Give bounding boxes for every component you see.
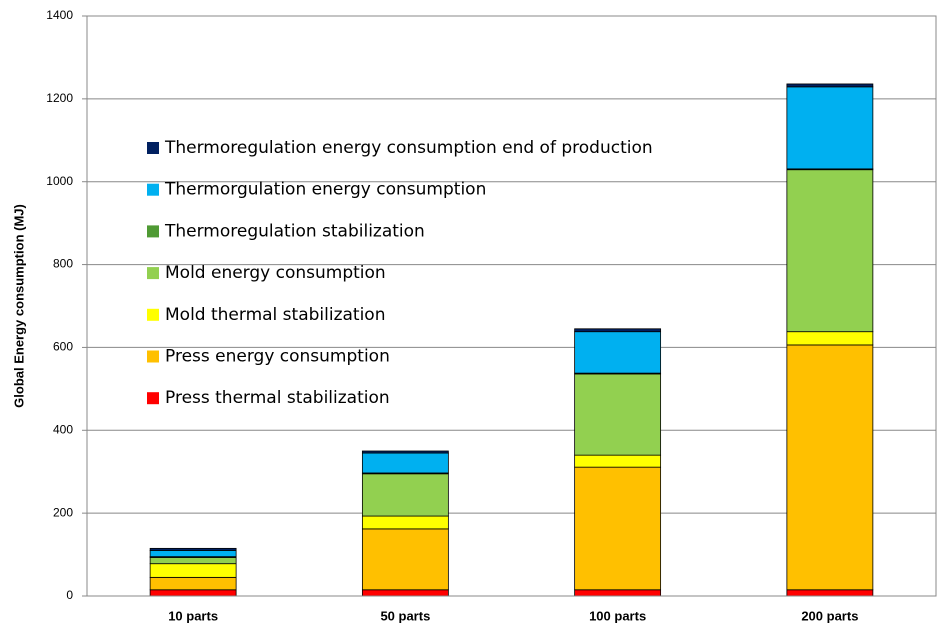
legend-swatch xyxy=(147,350,159,363)
bar-segment xyxy=(786,331,874,346)
legend-label: Press energy consumption xyxy=(165,347,390,367)
bar-segment xyxy=(574,328,662,333)
bar-segment xyxy=(361,528,449,591)
y-tick-label: 400 xyxy=(53,422,73,436)
legend-swatch xyxy=(147,267,159,280)
legend-label: Press thermal stabilization xyxy=(165,388,390,408)
y-tick-label: 800 xyxy=(53,257,73,271)
bar-segment xyxy=(574,466,662,591)
x-tick-label: 100 parts xyxy=(589,608,646,623)
bar-segment xyxy=(574,454,662,468)
legend-swatch xyxy=(147,225,159,238)
bar-segment xyxy=(361,589,449,597)
bar-segment xyxy=(786,344,874,591)
bar-segment xyxy=(786,86,874,170)
y-tick-label: 0 xyxy=(66,588,73,602)
bar-segment xyxy=(786,169,874,333)
bar-segment xyxy=(149,557,237,565)
bar-segment xyxy=(574,331,662,374)
bar-segment xyxy=(361,473,449,517)
bar-segment xyxy=(786,83,874,88)
legend-label: Mold energy consumption xyxy=(165,263,386,283)
legend-label: Mold thermal stabilization xyxy=(165,305,386,325)
y-axis-label: Global Energy consumption (MJ) xyxy=(11,204,26,408)
bar-segment xyxy=(574,589,662,597)
legend-label: Thermoregulation stabilization xyxy=(164,221,425,241)
bar-segment xyxy=(786,589,874,597)
bar-segment xyxy=(149,589,237,597)
bar-segment xyxy=(361,452,449,474)
legend-swatch xyxy=(147,142,159,154)
y-tick-label: 1000 xyxy=(46,174,73,188)
legend-label: Thermorgulation energy consumption xyxy=(164,180,486,200)
legend-label: Thermoregulation energy consumption end … xyxy=(164,138,653,158)
x-tick-label: 50 parts xyxy=(380,608,430,623)
bar-segment xyxy=(149,563,237,578)
bar-segment xyxy=(361,515,449,530)
legend-swatch xyxy=(147,308,159,321)
bar-segment xyxy=(574,373,662,456)
bar-segment xyxy=(149,550,237,558)
bar-segment xyxy=(361,450,449,454)
y-tick-label: 1400 xyxy=(46,8,73,22)
bar-segment xyxy=(149,547,237,551)
legend-swatch xyxy=(147,392,159,405)
y-tick-label: 1200 xyxy=(46,91,73,105)
legend-swatch xyxy=(147,183,159,196)
y-tick-label: 200 xyxy=(53,505,73,519)
x-tick-label: 10 parts xyxy=(168,608,218,623)
bar-segment xyxy=(149,576,237,591)
y-tick-label: 600 xyxy=(53,340,73,354)
x-tick-label: 200 parts xyxy=(801,608,858,623)
